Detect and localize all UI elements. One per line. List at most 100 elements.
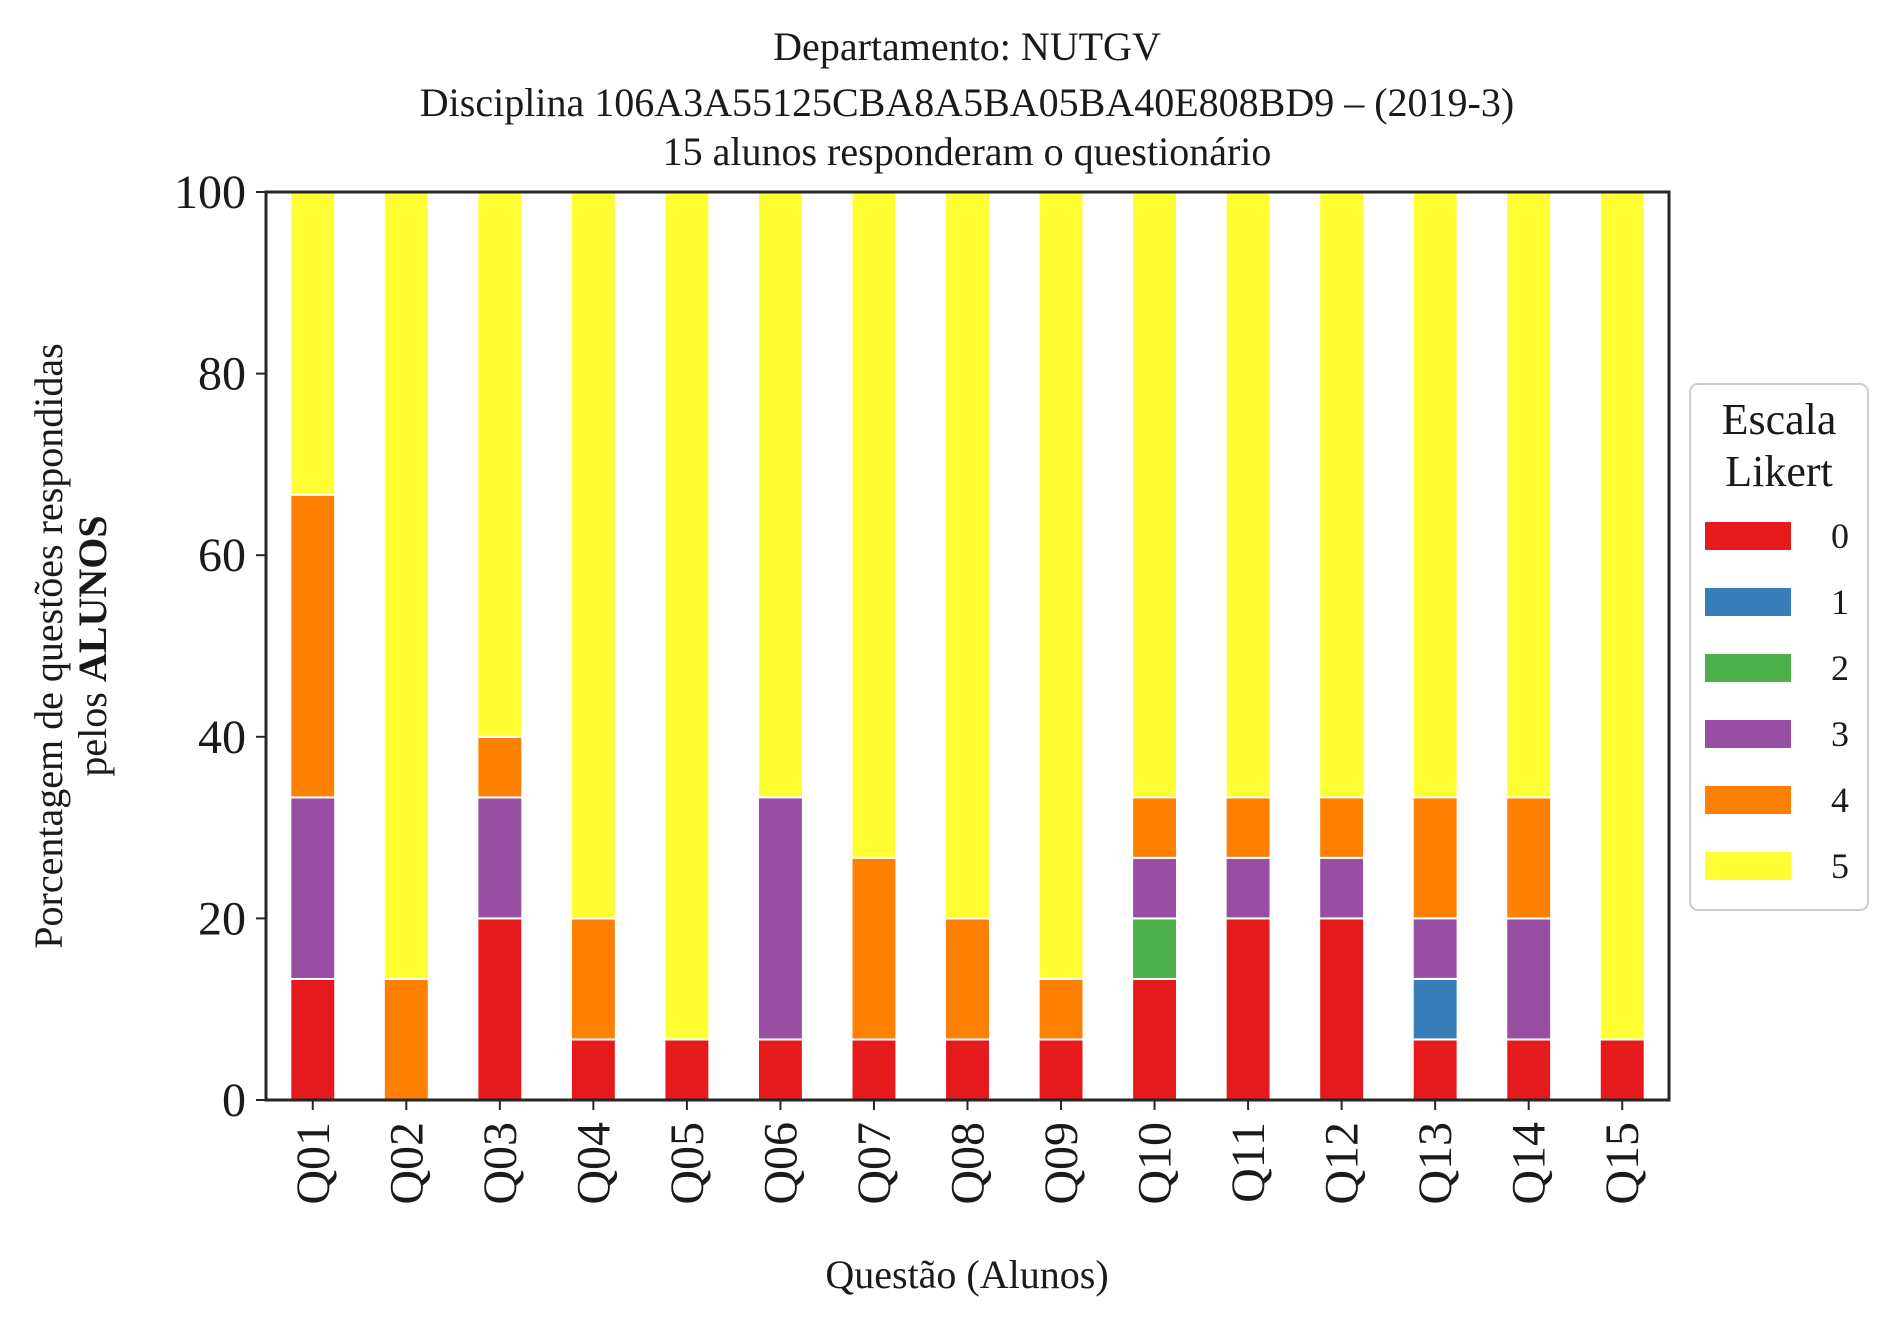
bar-Q04-likert-4 [569,917,617,1041]
x-tick-label-Q14: Q14 [1503,1122,1556,1205]
x-tick-label-Q11: Q11 [1222,1122,1275,1203]
legend-title-line-1: Escala [1722,395,1837,444]
y-tick-label-20: 20 [198,892,246,945]
bar-Q08-likert-4 [944,917,991,1041]
bar-Q14-likert-5 [1505,191,1553,799]
y-tick-label-40: 40 [198,711,246,764]
bar-Q13-likert-5 [1411,190,1459,799]
bar-Q09-likert-4 [1037,977,1085,1041]
legend-title-line-2: Likert [1725,447,1833,496]
bar-Q10-likert-2 [1131,917,1179,980]
bar-Q09-likert-0 [1037,1038,1085,1101]
title-line-3: 15 alunos responderam o questionário [663,129,1272,174]
bar-Q13-likert-3 [1411,917,1459,980]
bar-Q04-likert-0 [569,1038,617,1101]
bar-Q15-likert-0 [1598,1038,1646,1101]
bar-Q08-likert-0 [944,1038,991,1101]
y-axis-ticks: 0 20 40 60 80 100 [174,166,266,1127]
bar-Q03-likert-5 [476,191,524,738]
title-line-1: Departamento: NUTGV [773,24,1161,69]
bar-Q02-likert-5 [382,191,430,980]
bar-Q12-likert-3 [1318,856,1366,920]
legend-swatch-5 [1705,852,1791,880]
x-tick-label-Q02: Q02 [380,1122,433,1205]
bar-Q01-likert-0 [289,977,337,1102]
legend-label-5: 5 [1831,846,1849,886]
legend-swatch-2 [1705,654,1791,682]
legend-swatch-1 [1705,588,1791,616]
bar-Q15-likert-5 [1598,191,1646,1041]
bar-Q14-likert-4 [1505,796,1553,920]
bar-Q06-likert-3 [756,796,804,1041]
y-axis-label-line-1: Porcentagem de questões respondidas [26,343,71,948]
bar-Q13-likert-1 [1411,977,1459,1041]
x-tick-label-Q15: Q15 [1596,1122,1649,1205]
x-axis-ticks: Q01 Q02 Q03 Q04 Q05 Q06 Q07 Q08 Q09 Q10 Q11 Q12 Q13 Q… [287,1100,1649,1205]
bar-Q01-likert-5 [289,191,337,496]
bar-Q13-likert-0 [1411,1038,1459,1101]
bar-Q13-likert-4 [1411,796,1459,920]
y-axis-label-prefix: pelos [70,682,115,776]
bar-Q10-likert-3 [1131,856,1179,920]
legend-label-4: 4 [1831,780,1849,820]
bar-Q10-likert-5 [1131,190,1179,799]
bar-Q01-likert-3 [289,796,337,980]
y-tick-label-0: 0 [222,1074,246,1127]
legend-swatch-4 [1705,786,1791,814]
x-axis-label: Questão (Alunos) [825,1252,1108,1297]
legend-swatch-3 [1705,720,1791,748]
bar-Q07-likert-4 [850,856,898,1041]
bar-Q11-likert-4 [1224,796,1272,859]
bar-Q06-likert-5 [756,190,804,799]
bar-Q07-likert-5 [850,191,898,859]
x-tick-label-Q05: Q05 [661,1122,714,1205]
x-tick-label-Q13: Q13 [1409,1122,1462,1205]
bar-Q04-likert-5 [569,191,617,920]
title-line-2: Disciplina 106A3A55125CBA8A5BA05BA40E808… [420,80,1514,125]
y-axis-label-bold: ALUNOS [70,515,115,682]
plot-area [264,190,1671,1102]
legend-frame [1689,383,1869,911]
x-tick-label-Q10: Q10 [1129,1122,1182,1205]
x-tick-label-Q03: Q03 [474,1122,527,1205]
bar-Q03-likert-3 [476,796,524,920]
legend-label-2: 2 [1831,648,1849,688]
legend-label-3: 3 [1831,714,1849,754]
y-tick-label-80: 80 [198,348,246,401]
bar-Q12-likert-0 [1318,917,1366,1102]
bar-Q05-likert-0 [663,1038,711,1101]
x-tick-label-Q09: Q09 [1035,1122,1088,1205]
legend-label-0: 0 [1831,516,1849,556]
bar-Q01-likert-4 [289,493,337,799]
bar-Q05-likert-5 [663,191,711,1041]
bars-group [289,190,1646,1102]
bar-Q12-likert-5 [1318,190,1366,799]
y-tick-label-100: 100 [174,166,246,219]
bar-Q07-likert-0 [850,1038,898,1101]
x-tick-label-Q08: Q08 [942,1122,995,1205]
bar-Q02-likert-4 [382,977,430,1102]
legend: Escala Likert 0 1 2 3 4 5 [1689,383,1869,911]
bar-Q14-likert-0 [1505,1038,1553,1101]
bar-Q10-likert-0 [1131,977,1179,1102]
bar-Q10-likert-4 [1131,796,1179,859]
chart-title: Departamento: NUTGV Disciplina 106A3A551… [420,24,1514,174]
bar-Q12-likert-4 [1318,796,1366,859]
bar-Q14-likert-3 [1505,917,1553,1041]
x-tick-label-Q12: Q12 [1316,1122,1369,1205]
x-tick-label-Q01: Q01 [287,1122,340,1205]
x-tick-label-Q06: Q06 [754,1122,807,1205]
bar-Q11-likert-3 [1224,856,1272,920]
y-axis-label: Porcentagem de questões respondidas pelo… [26,343,115,948]
bar-Q06-likert-0 [756,1038,804,1101]
bar-Q08-likert-5 [944,191,991,920]
legend-label-1: 1 [1831,582,1849,622]
legend-swatch-0 [1705,522,1791,550]
bar-Q03-likert-4 [476,735,524,799]
bar-Q03-likert-0 [476,917,524,1102]
bar-Q09-likert-5 [1037,190,1085,980]
bar-Q11-likert-5 [1224,190,1272,799]
y-axis-label-line-2: pelos ALUNOS [70,515,115,776]
x-tick-label-Q07: Q07 [848,1122,901,1205]
